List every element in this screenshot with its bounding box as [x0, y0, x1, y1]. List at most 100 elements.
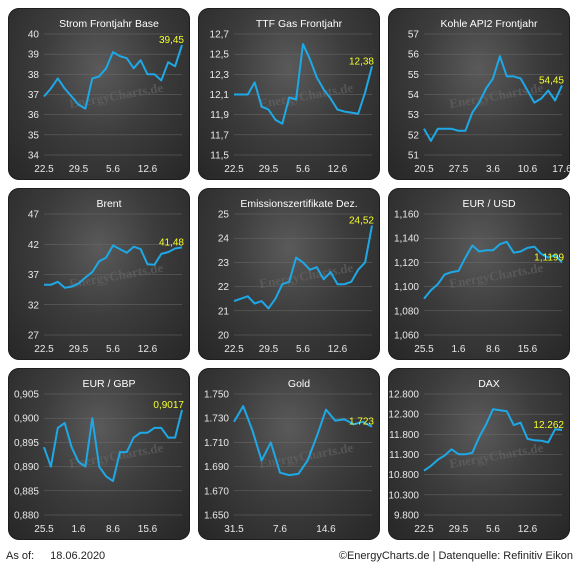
y-tick-label: 12,1: [210, 90, 230, 101]
y-tick-label: 1.710: [204, 438, 229, 449]
last-value-label: 41,48: [159, 237, 184, 248]
y-tick-label: 24: [218, 234, 230, 245]
x-tick-label: 5.6: [486, 524, 500, 535]
x-tick-label: 22.5: [414, 524, 434, 535]
y-tick-label: 10.800: [388, 470, 419, 481]
y-tick-label: 11,9: [210, 110, 229, 121]
x-tick-label: 17.6: [552, 164, 570, 175]
series-line: [233, 225, 373, 310]
y-tick-label: 57: [408, 30, 420, 41]
chart-title: Gold: [288, 378, 310, 390]
y-tick-label: 12,3: [210, 70, 230, 81]
y-tick-label: 1.690: [204, 462, 229, 473]
x-tick-label: 31.5: [224, 524, 244, 535]
y-tick-label: 47: [28, 210, 40, 221]
series-line: [233, 405, 373, 477]
y-tick-label: 56: [408, 50, 420, 61]
x-tick-label: 20.5: [414, 164, 434, 175]
x-tick-label: 8.6: [106, 524, 120, 535]
chart-title: TTF Gas Frontjahr: [256, 18, 343, 30]
y-tick-label: 0,890: [14, 462, 39, 473]
last-value-label: 1.723: [349, 417, 374, 428]
series-line: [423, 408, 563, 472]
y-tick-label: 32: [28, 300, 40, 311]
y-tick-label: 11.300: [389, 450, 419, 461]
series-line: [423, 55, 563, 142]
x-tick-label: 12.6: [328, 164, 348, 175]
y-tick-label: 1.730: [204, 414, 229, 425]
y-tick-label: 23: [218, 258, 230, 269]
last-value-label: 39,45: [159, 35, 184, 46]
y-tick-label: 1,100: [394, 282, 419, 293]
series-line: [234, 43, 373, 125]
y-tick-label: 53: [408, 110, 420, 121]
x-tick-label: 25.5: [34, 524, 54, 535]
y-tick-label: 0,880: [14, 511, 39, 522]
watermark: EnergyCharts.de: [258, 80, 354, 111]
chart-svg: Strom Frontjahr BaseEnergyCharts.de34353…: [28, 18, 185, 175]
x-tick-label: 5.6: [106, 164, 120, 175]
x-tick-label: 15.6: [518, 344, 538, 355]
y-tick-label: 34: [28, 151, 40, 162]
y-tick-label: 12,5: [210, 50, 230, 61]
y-tick-label: 11,7: [210, 130, 229, 141]
y-tick-label: 1.750: [204, 390, 229, 401]
x-tick-label: 22.5: [224, 164, 244, 175]
y-tick-label: 36: [28, 110, 40, 121]
chart-svg: EUR / GBPEnergyCharts.de0,8800,8850,8900…: [14, 378, 184, 535]
last-value-label: 12.262: [533, 420, 564, 431]
y-tick-label: 37: [28, 270, 40, 281]
chart-panel: TTF Gas Frontjahr EnergyCharts.de 11,5 11,7…: [198, 8, 380, 180]
chart-title: Emissionszertifikate Dez.: [240, 198, 357, 210]
y-tick-label: 12.300: [388, 410, 419, 421]
chart-title: DAX: [478, 378, 500, 390]
as-of-label: As of:: [6, 550, 35, 562]
chart-panel: EUR / USD EnergyCharts.de 1,060 1,080 1,100 1…: [388, 188, 570, 360]
x-tick-label: 5.6: [296, 164, 310, 175]
last-value-label: 24,52: [349, 216, 374, 227]
x-tick-label: 1.6: [72, 524, 86, 535]
y-tick-label: 1,120: [394, 258, 419, 269]
chart-panel: EUR / GBP EnergyCharts.de 0,880 0,885 0,890 0…: [8, 368, 190, 540]
as-of-date: 18.06.2020: [50, 550, 106, 562]
y-tick-label: 20: [218, 331, 230, 342]
y-tick-label: 1.670: [204, 486, 229, 497]
y-tick-label: 27: [28, 331, 40, 342]
series-line: [423, 240, 563, 300]
last-value-label: 0,9017: [153, 400, 184, 411]
x-tick-label: 5.6: [106, 344, 120, 355]
y-tick-label: 9.800: [394, 511, 419, 522]
last-value-label: 1,1199: [534, 253, 564, 264]
chart-panel: Brent EnergyCharts.de 27 32 37 42 47 22.5 29.5 5.…: [8, 188, 190, 360]
y-tick-label: 0,905: [14, 390, 39, 401]
x-tick-label: 22.5: [34, 164, 54, 175]
x-tick-label: 22.5: [224, 344, 244, 355]
chart-panel: DAX EnergyCharts.de 9.800 10.300 10.800 11.30…: [388, 368, 570, 540]
x-tick-label: 12.6: [138, 344, 158, 355]
chart-panel: Gold EnergyCharts.de 1.650 1.670 1.690 1.710 1…: [198, 368, 380, 540]
as-of: As of: 18.06.2020: [6, 550, 105, 562]
y-tick-label: 25: [218, 210, 230, 221]
y-tick-label: 38: [28, 70, 40, 81]
x-tick-label: 5.6: [296, 344, 310, 355]
chart-title: Kohle API2 Frontjahr: [441, 18, 538, 30]
x-tick-label: 14.6: [316, 524, 336, 535]
x-tick-label: 29.5: [259, 164, 279, 175]
x-tick-label: 22.5: [34, 344, 54, 355]
y-tick-label: 1,060: [394, 331, 419, 342]
y-tick-label: 1.650: [204, 511, 229, 522]
y-tick-label: 0,885: [14, 486, 39, 497]
y-tick-label: 12.800: [388, 390, 419, 401]
x-tick-label: 29.5: [69, 164, 89, 175]
chart-panel: Strom Frontjahr Base EnergyCharts.de 34 35 3…: [8, 8, 190, 180]
y-tick-label: 54: [408, 90, 420, 101]
y-tick-label: 35: [28, 130, 40, 141]
x-tick-label: 29.5: [69, 344, 89, 355]
x-tick-label: 7.6: [273, 524, 287, 535]
y-tick-label: 55: [408, 70, 420, 81]
x-tick-label: 29.5: [449, 524, 469, 535]
y-tick-label: 0,900: [14, 414, 39, 425]
y-tick-label: 52: [408, 130, 420, 141]
y-tick-label: 11,5: [210, 151, 229, 162]
x-tick-label: 12.6: [138, 164, 158, 175]
